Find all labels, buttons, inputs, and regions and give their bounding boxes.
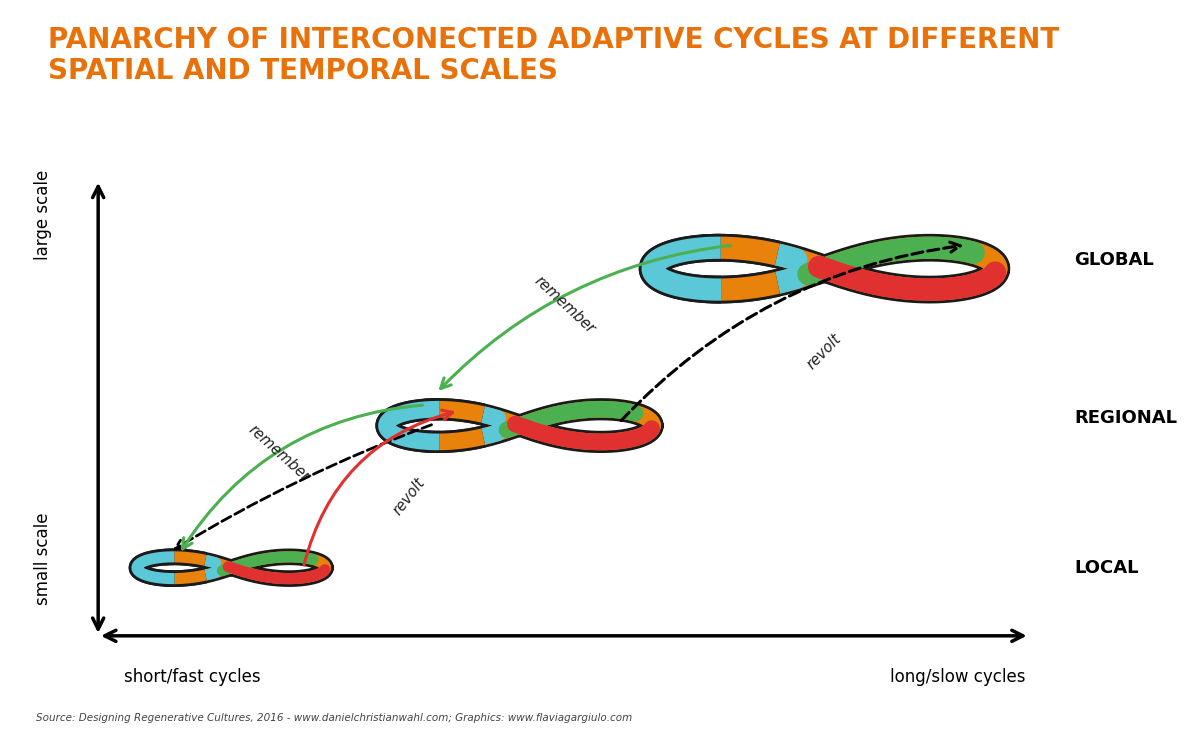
Text: LOCAL: LOCAL: [1074, 559, 1139, 577]
Text: short/fast cycles: short/fast cycles: [124, 668, 260, 687]
Text: large scale: large scale: [34, 171, 52, 261]
Text: Source: Designing Regenerative Cultures, 2016 - www.danielchristianwahl.com; Gra: Source: Designing Regenerative Cultures,…: [36, 713, 632, 723]
Text: REGIONAL: REGIONAL: [1074, 409, 1177, 427]
Text: SPATIAL AND TEMPORAL SCALES: SPATIAL AND TEMPORAL SCALES: [48, 57, 558, 85]
Text: small scale: small scale: [34, 512, 52, 605]
Text: remember: remember: [245, 422, 312, 485]
Text: GLOBAL: GLOBAL: [1074, 251, 1153, 269]
Text: PANARCHY OF INTERCONECTED ADAPTIVE CYCLES AT DIFFERENT: PANARCHY OF INTERCONECTED ADAPTIVE CYCLE…: [48, 26, 1060, 53]
Text: remember: remember: [532, 274, 598, 337]
Text: revolt: revolt: [804, 331, 845, 372]
Text: long/slow cycles: long/slow cycles: [889, 668, 1025, 687]
Text: revolt: revolt: [390, 475, 427, 518]
